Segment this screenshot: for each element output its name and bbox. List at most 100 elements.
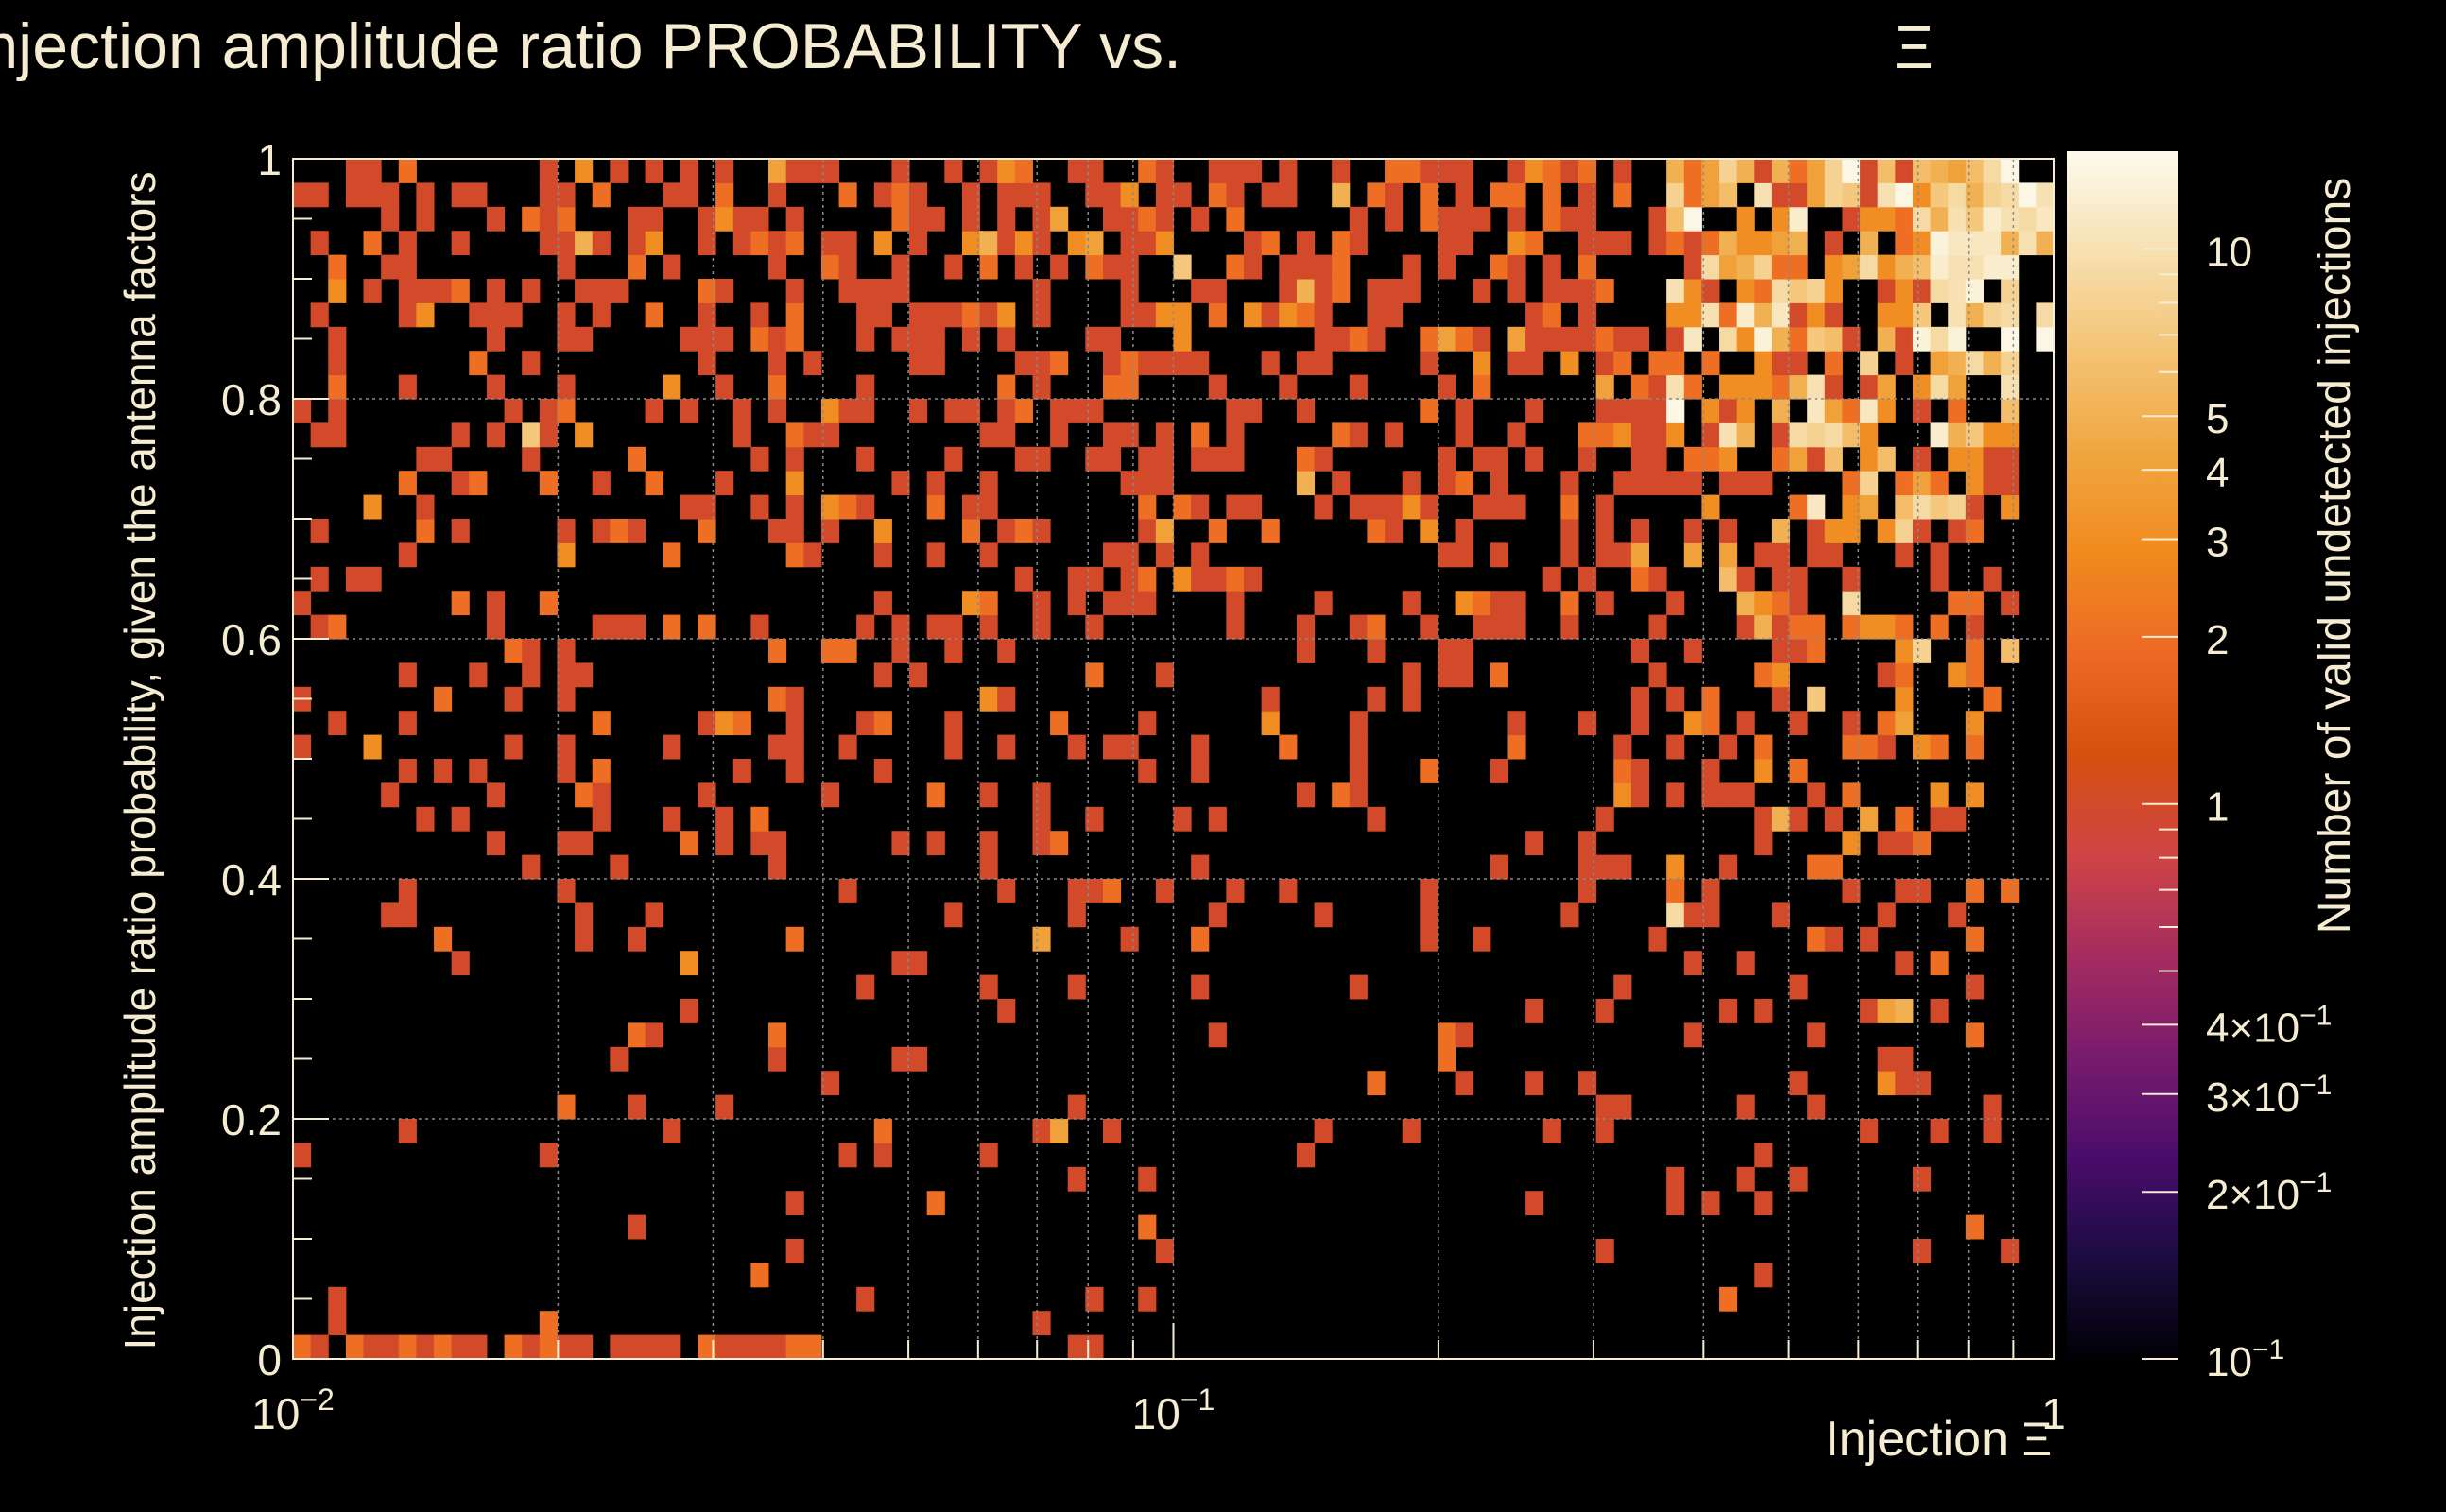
heatmap-cell (381, 182, 400, 208)
heatmap-cell (1754, 806, 1773, 832)
heatmap-cell (451, 1334, 470, 1360)
heatmap-cell (768, 231, 787, 256)
heatmap-cell (838, 639, 857, 663)
heatmap-cell (1948, 399, 1967, 423)
chart-title: Injection amplitude ratio PROBABILITY vs… (0, 10, 1934, 82)
heatmap-cell (1560, 351, 1579, 376)
heatmap-cell (1807, 1022, 1826, 1048)
heatmap-cell (592, 711, 611, 736)
heatmap-cell (698, 614, 716, 640)
heatmap-cell (1120, 254, 1139, 280)
x-tick-base: 10 (1132, 1389, 1180, 1438)
heatmap-cell (627, 1022, 646, 1048)
heatmap-cell (1807, 326, 1826, 352)
heatmap-cell (1754, 759, 1773, 783)
heatmap-cell (1120, 734, 1139, 760)
heatmap-cell (1577, 279, 1597, 303)
heatmap-cell (1807, 374, 1826, 400)
heatmap-cell (961, 399, 981, 423)
heatmap-cell (1771, 686, 1791, 712)
heatmap-cell (698, 711, 716, 736)
heatmap-cell (1807, 302, 1826, 328)
heatmap-cell (1102, 326, 1122, 352)
heatmap-cell (1613, 854, 1632, 880)
heatmap-cell (785, 326, 804, 352)
heatmap-cell (1455, 206, 1473, 232)
heatmap-cell (398, 879, 417, 903)
heatmap-cell (1965, 734, 1984, 760)
heatmap-cell (522, 279, 541, 303)
heatmap-cell (1191, 494, 1210, 520)
y-axis-label: Injection amplitude ratio probability, g… (115, 171, 164, 1349)
heatmap-cell (1542, 326, 1561, 352)
heatmap-cell (1895, 639, 1914, 663)
heatmap-cell (416, 1334, 435, 1360)
heatmap-cell (1789, 231, 1808, 256)
heatmap-cell (979, 422, 998, 448)
heatmap-cell (663, 254, 681, 280)
heatmap-cell (1173, 494, 1192, 520)
heatmap-cell (1965, 231, 1984, 256)
heatmap-cell (1824, 806, 1843, 832)
heatmap-cell (1208, 806, 1227, 832)
heatmap-cell (1542, 159, 1561, 183)
heatmap-cell (1261, 519, 1280, 543)
heatmap-cell (997, 999, 1016, 1023)
heatmap-cell (1912, 231, 1932, 256)
heatmap-cell (592, 279, 611, 303)
heatmap-cell (1912, 639, 1932, 663)
heatmap-cell (979, 831, 998, 856)
heatmap-cell (2001, 374, 2020, 400)
heatmap-cell (398, 302, 417, 328)
heatmap-cell (1032, 279, 1051, 303)
heatmap-cell (1173, 182, 1192, 208)
heatmap-cell (557, 639, 576, 663)
heatmap-cell (451, 519, 470, 543)
heatmap-cell (1948, 182, 1967, 208)
heatmap-cell (310, 1334, 329, 1360)
heatmap-cell (1085, 1334, 1104, 1360)
heatmap-cell (1754, 182, 1773, 208)
heatmap-cell (1895, 951, 1914, 976)
heatmap-cell (381, 902, 400, 928)
heatmap-cell (557, 734, 576, 760)
heatmap-cell (381, 206, 400, 232)
heatmap-cell (416, 206, 435, 232)
heatmap-cell (1666, 471, 1685, 496)
heatmap-cell (715, 471, 734, 496)
heatmap-cell (1842, 399, 1861, 423)
heatmap-cell (1754, 254, 1773, 280)
heatmap-cell (1437, 159, 1456, 183)
heatmap-cell (434, 1334, 453, 1360)
heatmap-cell (1683, 254, 1702, 280)
heatmap-cell (1314, 902, 1333, 928)
heatmap-cell (328, 1286, 347, 1312)
heatmap-cell (293, 182, 312, 208)
heatmap-cell (1507, 591, 1526, 616)
heatmap-cell (539, 231, 558, 256)
heatmap-cell (1948, 806, 1967, 832)
heatmap-cell (1789, 254, 1808, 280)
heatmap-cell (1613, 326, 1632, 352)
heatmap-cell (891, 951, 910, 976)
heatmap-cell (785, 302, 804, 328)
heatmap-cell (785, 926, 804, 952)
heatmap-cell (1525, 159, 1544, 183)
heatmap-cell (1279, 159, 1298, 183)
heatmap-cell (1648, 926, 1667, 952)
heatmap-cell (1807, 494, 1826, 520)
heatmap-cell (785, 1334, 804, 1360)
heatmap-cell (1824, 422, 1843, 448)
heatmap-cell (1349, 711, 1368, 736)
heatmap-cell (891, 831, 910, 856)
heatmap-cell (698, 1334, 716, 1360)
color-bar-ticks (2142, 248, 2178, 1360)
heatmap-cell (1208, 302, 1227, 328)
heatmap-cell (1385, 494, 1404, 520)
heatmap-cell (328, 374, 347, 400)
heatmap-cell (1577, 231, 1597, 256)
heatmap-cell (1983, 471, 2002, 496)
heatmap-cell (1261, 231, 1280, 256)
heatmap-cell (979, 782, 998, 808)
heatmap-cell (1771, 806, 1791, 832)
